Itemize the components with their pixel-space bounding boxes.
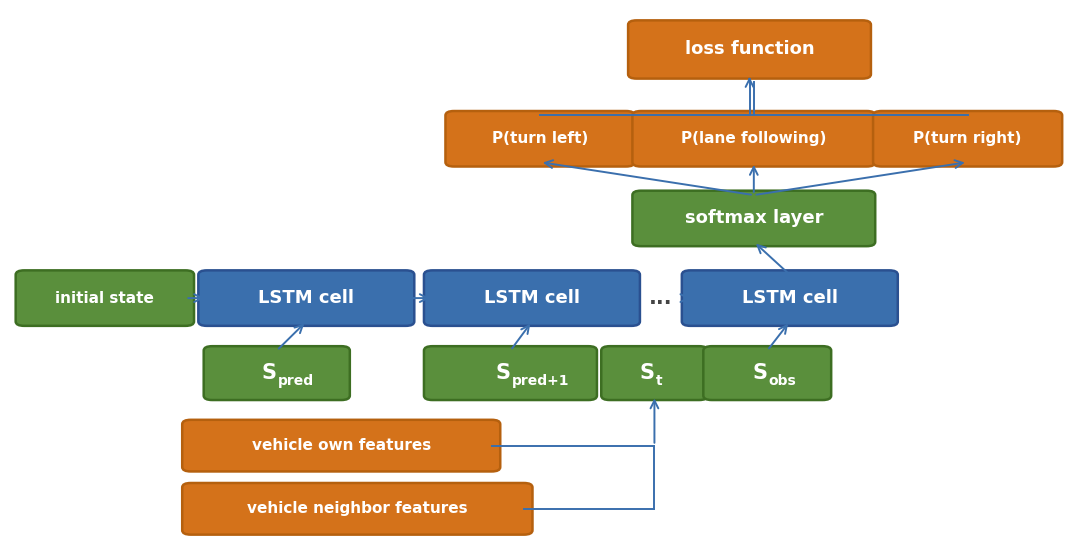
FancyBboxPatch shape [681,270,897,326]
FancyBboxPatch shape [445,111,635,166]
FancyBboxPatch shape [602,346,707,400]
Text: initial state: initial state [55,291,154,306]
Text: vehicle own features: vehicle own features [252,438,431,453]
FancyBboxPatch shape [633,191,875,246]
FancyBboxPatch shape [204,346,350,400]
Text: obs: obs [768,374,796,388]
FancyBboxPatch shape [424,346,597,400]
FancyBboxPatch shape [424,270,640,326]
Text: t: t [656,374,662,388]
Text: $\mathbf{S}$: $\mathbf{S}$ [261,363,276,383]
Text: P(turn right): P(turn right) [914,132,1022,147]
FancyBboxPatch shape [16,270,194,326]
FancyBboxPatch shape [199,270,415,326]
Text: loss function: loss function [685,41,814,58]
Text: softmax layer: softmax layer [685,209,823,228]
Text: LSTM cell: LSTM cell [258,289,354,307]
FancyBboxPatch shape [633,111,875,166]
Text: ...: ... [649,288,673,308]
Text: LSTM cell: LSTM cell [484,289,580,307]
Text: LSTM cell: LSTM cell [742,289,838,307]
Text: pred: pred [278,374,314,388]
FancyBboxPatch shape [873,111,1062,166]
Text: $\mathbf{S}$: $\mathbf{S}$ [752,363,767,383]
FancyBboxPatch shape [703,346,832,400]
Text: $\mathbf{S}$: $\mathbf{S}$ [495,363,511,383]
Text: P(lane following): P(lane following) [681,132,826,147]
Text: pred+1: pred+1 [512,374,569,388]
Text: vehicle neighbor features: vehicle neighbor features [247,501,468,516]
Text: $\mathbf{S}$: $\mathbf{S}$ [639,363,654,383]
FancyBboxPatch shape [183,420,500,471]
FancyBboxPatch shape [629,21,870,79]
FancyBboxPatch shape [183,483,532,534]
Text: P(turn left): P(turn left) [491,132,589,147]
